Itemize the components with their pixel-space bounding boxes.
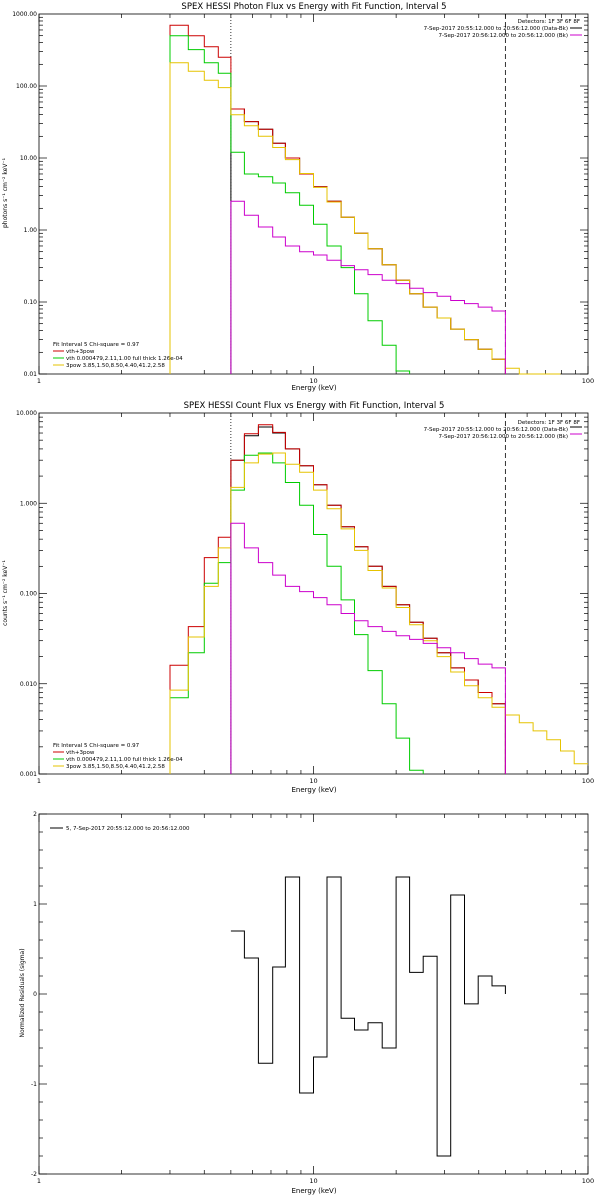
series-line	[169, 452, 588, 774]
fit-legend: Fit Interval 5 Chi-square = 0.97 vth+3po…	[53, 743, 183, 770]
fit-line: Fit Interval 5 Chi-square = 0.97	[53, 743, 140, 749]
x-tick-label: 10	[309, 1177, 317, 1185]
x-tick-label: 100	[582, 777, 594, 785]
x-tick-label: 1	[37, 777, 41, 785]
info-line: Detectors: 1F 3F 6F 8F	[518, 420, 580, 426]
info-line: 7-Sep-2017 20:55:12.000 to 20:56:12.000 …	[424, 427, 568, 433]
y-tick-label: 2	[33, 811, 37, 818]
y-tick-label: 0.100	[20, 591, 37, 598]
y-tick-label: 100.00	[16, 83, 37, 90]
series-line	[230, 426, 506, 774]
y-axis-label: Normalized Residuals (sigma)	[19, 948, 26, 1037]
y-tick-label: 10.000	[16, 410, 37, 417]
x-tick-label: 1	[37, 377, 41, 385]
y-tick-label: 0.01	[24, 371, 38, 378]
info-line: Detectors: 1F 3F 6F 8F	[518, 19, 580, 25]
y-axis-label: photons s⁻¹ cm⁻² keV⁻¹	[2, 157, 9, 228]
series-line	[169, 24, 506, 374]
y-tick-label: 1000.00	[12, 11, 37, 18]
fit-line: vth+3pow	[66, 349, 95, 355]
y-tick-label: 0.001	[20, 771, 37, 778]
info-box: Detectors: 1F 3F 6F 8F 7-Sep-2017 20:55:…	[424, 420, 580, 440]
fit-line: vth 0.000479,2.11,1.00 full thick 1.26e-…	[66, 356, 183, 362]
info-line: 7-Sep-2017 20:56:12.000 to 20:56:12.000 …	[439, 434, 569, 440]
y-tick-label: 1.00	[24, 227, 38, 234]
y-tick-label: 1	[33, 901, 37, 908]
series-line	[230, 522, 506, 774]
panel-title: SPEX HESSI Photon Flux vs Energy with Fi…	[181, 2, 446, 12]
residuals-panel: Energy (keV) Normalized Residuals (sigma…	[19, 811, 594, 1195]
series-line	[169, 62, 561, 375]
series-line	[230, 200, 506, 374]
x-tick-label: 100	[582, 1177, 594, 1185]
y-tick-label: 1.000	[20, 500, 37, 507]
info-line: 7-Sep-2017 20:56:12.000 to 20:56:12.000 …	[439, 33, 569, 39]
residual-legend: 5, 7-Sep-2017 20:55:12.000 to 20:56:12.0…	[66, 826, 190, 832]
x-axis-label: Energy (keV)	[291, 384, 336, 392]
x-axis-label: Energy (keV)	[291, 786, 336, 794]
y-tick-label: 0	[33, 991, 37, 998]
x-tick-label: 1	[37, 1177, 41, 1185]
y-axis-label: counts s⁻¹ cm⁻² keV⁻¹	[2, 560, 9, 626]
y-tick-label: -1	[31, 1081, 37, 1088]
panel-title: SPEX HESSI Count Flux vs Energy with Fit…	[184, 401, 445, 411]
fit-line: Fit Interval 5 Chi-square = 0.97	[53, 342, 140, 348]
fit-line: vth 0.000479,2.11,1.00 full thick 1.26e-…	[66, 757, 183, 763]
series-line	[169, 35, 411, 374]
info-box: Detectors: 1F 3F 6F 8F 7-Sep-2017 20:55:…	[424, 19, 580, 39]
residual-legend-text: 5, 7-Sep-2017 20:55:12.000 to 20:56:12.0…	[66, 826, 190, 832]
series-line	[230, 876, 506, 1157]
x-tick-label: 100	[582, 377, 594, 385]
x-axis-label: Energy (keV)	[291, 1187, 336, 1195]
y-tick-label: 10.00	[20, 155, 37, 162]
fit-legend: Fit Interval 5 Chi-square = 0.97 vth+3po…	[53, 342, 183, 369]
fit-line: vth+3pow	[66, 750, 95, 756]
photon-flux-panel: SPEX HESSI Photon Flux vs Energy with Fi…	[2, 2, 594, 392]
y-tick-label: -2	[31, 1171, 37, 1178]
y-tick-label: 0.010	[20, 681, 37, 688]
series-line	[169, 452, 424, 774]
x-tick-label: 10	[309, 777, 317, 785]
x-tick-label: 10	[309, 377, 317, 385]
count-flux-panel: SPEX HESSI Count Flux vs Energy with Fit…	[2, 401, 594, 794]
info-line: 7-Sep-2017 20:55:12.000 to 20:56:12.000 …	[424, 26, 568, 32]
fit-line: 3pow 3.85,1.50,8.50,4.40,41.2,2.58	[66, 764, 165, 770]
fit-line: 3pow 3.85,1.50,8.50,4.40,41.2,2.58	[66, 363, 165, 369]
series-line	[169, 424, 506, 774]
y-tick-label: 0.10	[24, 299, 38, 306]
